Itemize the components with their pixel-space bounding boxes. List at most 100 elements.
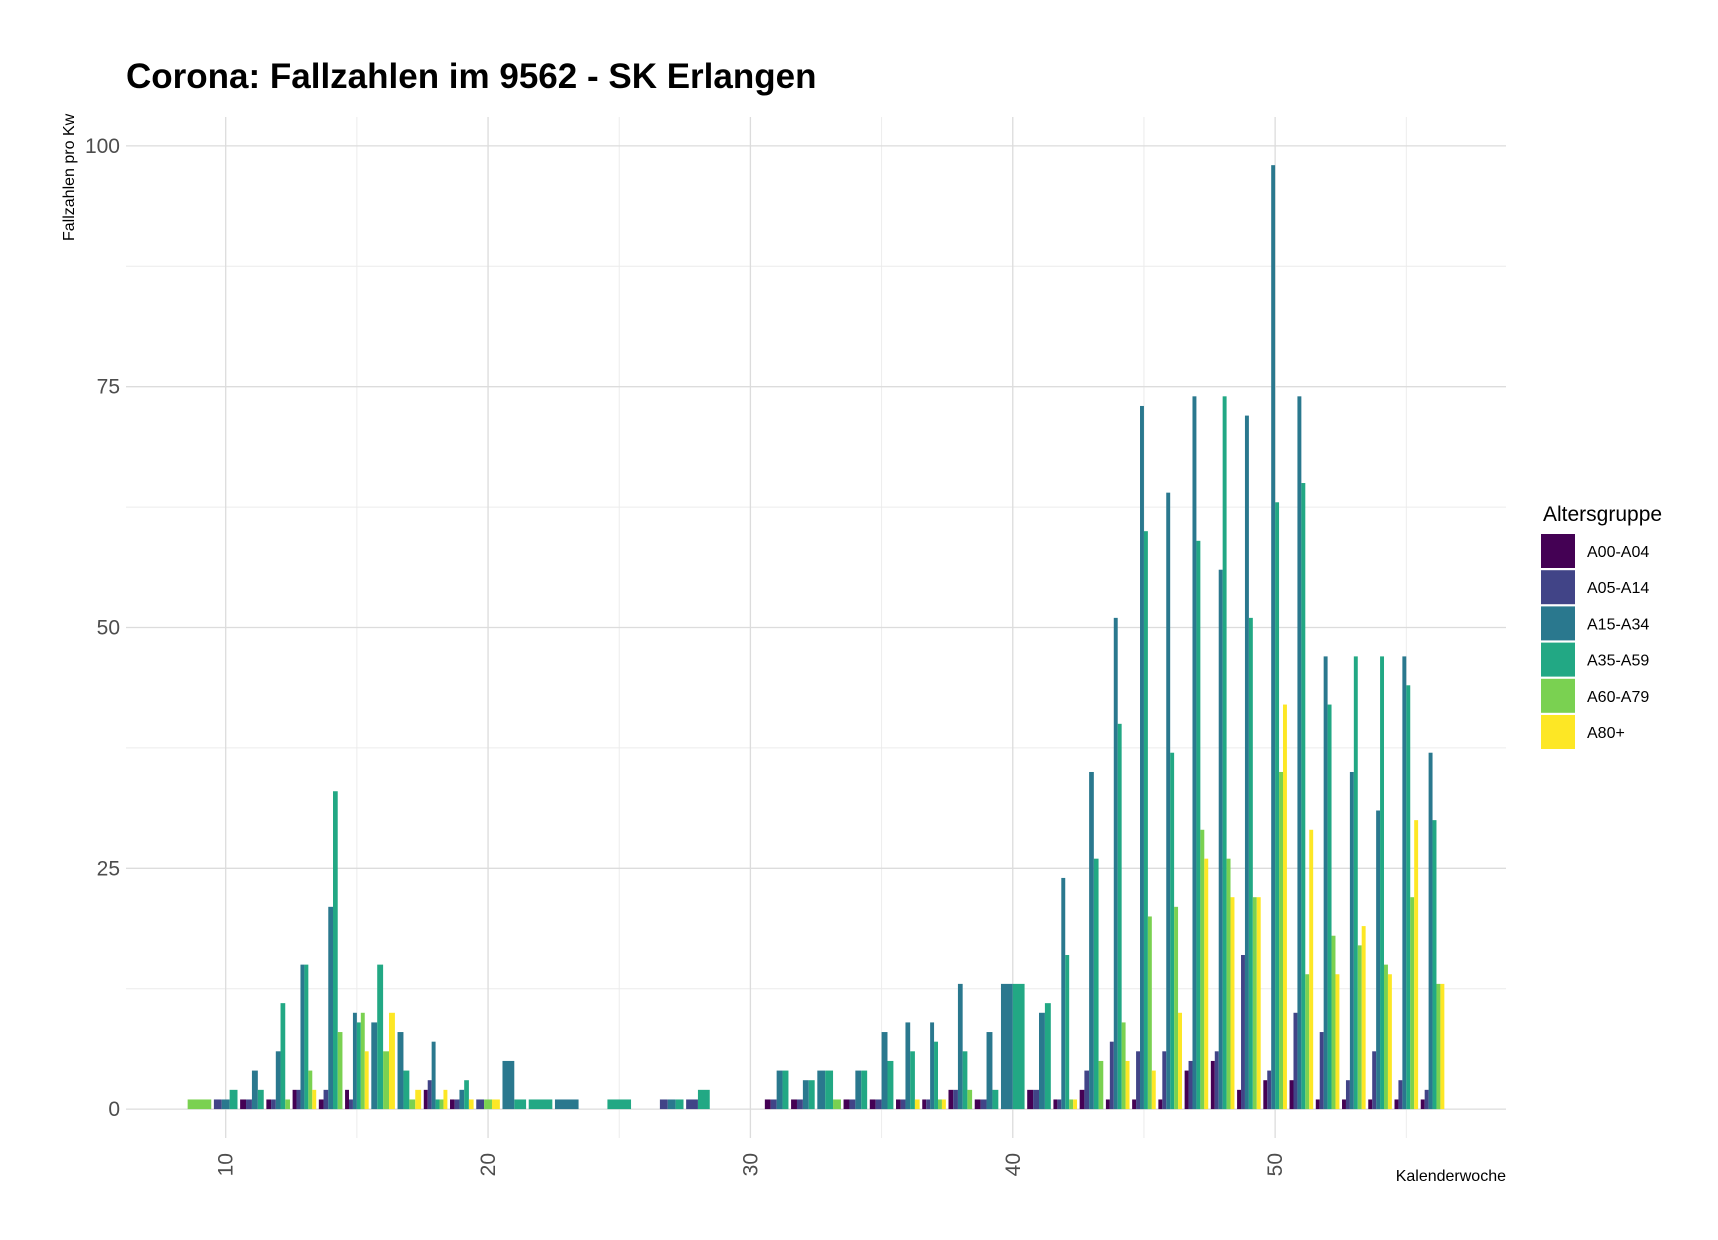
bar-a60-a79-kw48 <box>1226 858 1231 1110</box>
legend-key <box>1541 606 1575 641</box>
bar-a60-a79-kw14 <box>337 1032 343 1110</box>
bar-a60-a79-kw9 <box>187 1099 212 1110</box>
bar-a05-a14-kw18 <box>427 1080 432 1110</box>
bar-a05-a14-kw10 <box>213 1099 222 1110</box>
bar-a35-a59-kw47 <box>1196 540 1201 1110</box>
bar-a15-a34-kw10 <box>221 1099 230 1110</box>
bar-a05-a14-kw13 <box>296 1089 301 1110</box>
bar-a15-a34-kw36 <box>905 1022 911 1110</box>
bar-a60-a79-kw55 <box>1410 897 1415 1110</box>
bar-a35-a59-kw28 <box>697 1089 710 1110</box>
legend-label: A80+ <box>1587 725 1625 742</box>
bar-a35-a59-kw38 <box>962 1051 968 1110</box>
legend-label: A15-A34 <box>1587 616 1649 633</box>
bar-a00-a04-kw50 <box>1263 1080 1268 1110</box>
axis-ticks: 10 20 30 40 50 0 25 50 75 100 <box>85 135 1287 1176</box>
bar-a15-a34-kw35 <box>881 1032 888 1110</box>
bar-a00-a04-kw52 <box>1315 1099 1320 1110</box>
x-tick-label: 10 <box>215 1153 238 1176</box>
legend-title: Altersgruppe <box>1543 503 1662 526</box>
bar-a60-a79-kw46 <box>1174 906 1179 1110</box>
x-tick-label: 40 <box>1002 1153 1025 1176</box>
bar-a05-a14-kw51 <box>1293 1012 1298 1110</box>
legend-label: A35-A59 <box>1587 653 1649 670</box>
bar-a35-a59-kw49 <box>1248 617 1253 1110</box>
bar-a15-a34-kw31 <box>776 1070 783 1110</box>
bar-a00-a04-kw39 <box>974 1099 981 1110</box>
bar-a15-a34-kw19 <box>459 1089 465 1110</box>
bar-a35-a59-kw22 <box>528 1099 553 1110</box>
bar-a00-a04-kw45 <box>1132 1099 1137 1110</box>
bar-a80+-kw51 <box>1309 829 1314 1110</box>
y-tick-label: 75 <box>97 376 120 399</box>
bar-a35-a59-kw17 <box>403 1070 410 1110</box>
bar-a35-a59-kw56 <box>1432 820 1437 1110</box>
bar-a15-a34-kw14 <box>328 906 333 1110</box>
bar-a05-a14-kw48 <box>1214 1051 1219 1110</box>
bar-a80+-kw44 <box>1125 1060 1130 1110</box>
bar-a60-a79-kw51 <box>1305 974 1310 1110</box>
bar-a05-a14-kw53 <box>1345 1080 1350 1110</box>
bar-a60-a79-kw49 <box>1252 897 1257 1110</box>
chart-title: Corona: Fallzahlen im 9562 - SK Erlangen <box>126 57 816 96</box>
bar-a05-a14-kw44 <box>1109 1041 1114 1110</box>
bar-a35-a59-kw12 <box>280 1003 286 1110</box>
bar-a05-a14-kw14 <box>323 1089 329 1110</box>
bar-a00-a04-kw36 <box>896 1099 901 1110</box>
bar-a15-a34-kw17 <box>397 1032 404 1110</box>
bar-a05-a14-kw55 <box>1398 1080 1403 1110</box>
bar-a05-a14-kw42 <box>1057 1099 1062 1110</box>
bar-a80+-kw49 <box>1256 897 1261 1110</box>
bar-a05-a14-kw45 <box>1136 1051 1141 1110</box>
bar-a15-a34-kw33 <box>817 1070 826 1110</box>
bar-a80+-kw47 <box>1204 858 1209 1110</box>
bar-a60-a79-kw12 <box>285 1099 290 1110</box>
y-tick-label: 50 <box>97 617 120 640</box>
bar-a60-a79-kw47 <box>1200 829 1205 1110</box>
bar-a05-a14-kw19 <box>454 1099 460 1110</box>
bar-a35-a59-kw44 <box>1117 723 1122 1110</box>
bar-a15-a34-kw45 <box>1140 405 1144 1110</box>
bar-a05-a14-kw11 <box>246 1099 252 1110</box>
bar-a05-a14-kw43 <box>1084 1070 1090 1110</box>
bar-a15-a34-kw21 <box>502 1060 515 1110</box>
bar-a15-a34-kw41 <box>1039 1012 1045 1110</box>
bar-a00-a04-kw49 <box>1237 1089 1242 1110</box>
x-axis-label: Kalenderwoche <box>1396 1168 1506 1185</box>
bar-a35-a59-kw55 <box>1406 685 1411 1110</box>
bar-a35-a59-kw13 <box>304 964 309 1110</box>
bar-a15-a34-kw54 <box>1376 810 1381 1110</box>
bar-a15-a34-kw53 <box>1349 771 1354 1110</box>
bar-a80+-kw54 <box>1387 974 1392 1110</box>
bar-a60-a79-kw38 <box>967 1089 973 1110</box>
bar-a05-a14-kw54 <box>1372 1051 1377 1110</box>
bar-a00-a04-kw37 <box>922 1099 927 1110</box>
bar-a00-a04-kw34 <box>843 1099 850 1110</box>
bar-a80+-kw36 <box>914 1099 920 1110</box>
bar-a05-a14-kw50 <box>1267 1070 1272 1110</box>
bar-a15-a34-kw13 <box>300 964 305 1110</box>
bar-a15-a34-kw51 <box>1297 396 1302 1110</box>
x-tick-label: 20 <box>477 1153 500 1176</box>
bar-a00-a04-kw42 <box>1053 1099 1058 1110</box>
bar-a80+-kw15 <box>364 1051 369 1110</box>
bar-a35-a59-kw42 <box>1065 954 1070 1110</box>
bar-a05-a14-kw20 <box>476 1099 485 1110</box>
bar-a80+-kw20 <box>491 1099 500 1110</box>
bar-a00-a04-kw53 <box>1342 1099 1346 1110</box>
bar-a35-a59-kw50 <box>1275 502 1280 1110</box>
bar-a80+-kw50 <box>1282 704 1287 1110</box>
bar-a35-a59-kw25 <box>607 1099 632 1110</box>
bar-a60-a79-kw37 <box>937 1099 942 1110</box>
bar-a35-a59-kw41 <box>1044 1003 1051 1110</box>
bar-a15-a34-kw49 <box>1244 415 1249 1110</box>
bar-a15-a34-kw42 <box>1061 877 1066 1110</box>
bar-a15-a34-kw40 <box>1000 983 1013 1110</box>
y-tick-label: 0 <box>108 1098 120 1121</box>
bar-a15-a34-kw16 <box>371 1022 378 1110</box>
bar-a00-a04-kw13 <box>292 1089 297 1110</box>
bar-a35-a59-kw45 <box>1143 531 1148 1110</box>
bar-a15-a34-kw37 <box>930 1022 935 1110</box>
bar-a15-a34-kw32 <box>802 1080 809 1110</box>
